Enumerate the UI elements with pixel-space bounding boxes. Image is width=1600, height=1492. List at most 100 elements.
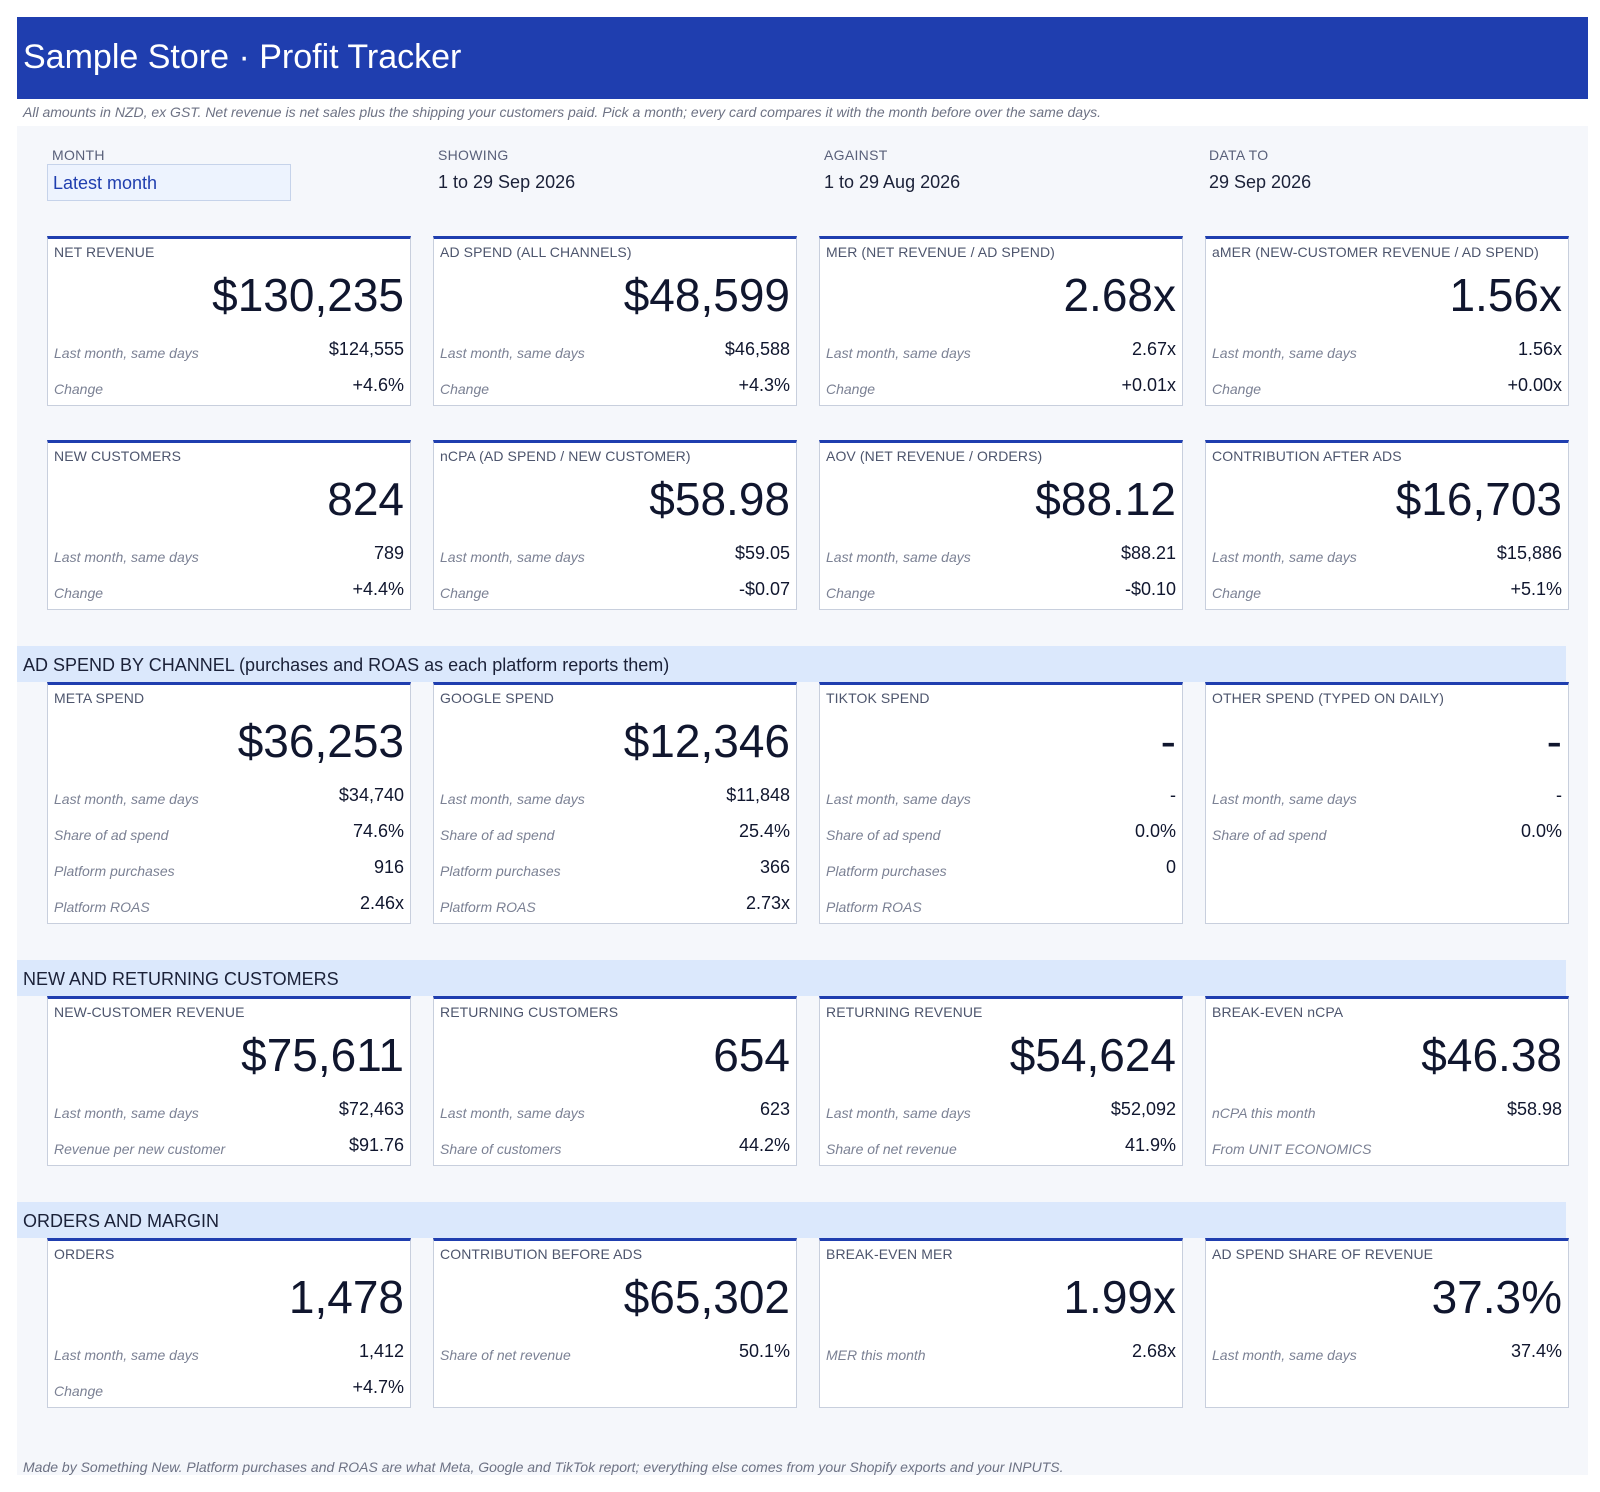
metric-row: Last month, same days 1,412 bbox=[54, 1341, 404, 1364]
metric-row-value: 2.73x bbox=[745, 893, 790, 913]
metric-value: - bbox=[1546, 715, 1562, 767]
metric-row-value: 623 bbox=[759, 1099, 790, 1119]
metric-row: Change +0.01x bbox=[826, 375, 1176, 398]
metric-row-label: Change bbox=[440, 381, 490, 397]
metric-row-label: Last month, same days bbox=[54, 1105, 199, 1121]
metric-card-ncpa-ad-spend-new-customer: nCPA (AD SPEND / NEW CUSTOMER) $58.98 Last… bbox=[433, 440, 797, 610]
metric-row-value: +4.6% bbox=[352, 375, 404, 395]
against-label: AGAINST bbox=[824, 147, 888, 163]
section-title: ORDERS AND MARGIN bbox=[23, 1211, 220, 1231]
metric-row-label: Last month, same days bbox=[826, 549, 971, 565]
header-bar: Sample Store · Profit Tracker bbox=[17, 17, 1588, 99]
metric-row-label: Platform purchases bbox=[826, 863, 947, 879]
metric-row: Platform ROAS bbox=[826, 894, 1176, 916]
metric-row: Last month, same days $46,588 bbox=[440, 339, 790, 362]
metric-row-label: Share of ad spend bbox=[1212, 827, 1327, 843]
metric-row: Change +0.00x bbox=[1212, 375, 1562, 398]
metric-row-label: Share of net revenue bbox=[440, 1347, 571, 1363]
metric-row-label: Last month, same days bbox=[826, 1105, 971, 1121]
metric-card-aov-net-revenue-orders: AOV (NET REVENUE / ORDERS) $88.12 Last mon… bbox=[819, 440, 1183, 610]
metric-row-value: +0.01x bbox=[1121, 375, 1176, 395]
metric-row-value: +5.1% bbox=[1510, 579, 1562, 599]
metric-value: $88.12 bbox=[1035, 473, 1176, 525]
metric-value: $54,624 bbox=[1009, 1029, 1176, 1081]
metric-row-label: Change bbox=[54, 585, 104, 601]
metric-label: AOV (NET REVENUE / ORDERS) bbox=[826, 448, 1043, 464]
metric-card-returning-revenue: RETURNING REVENUE $54,624 Last month, same… bbox=[819, 996, 1183, 1166]
metric-label: META SPEND bbox=[54, 690, 145, 706]
metric-row-label: Platform ROAS bbox=[54, 899, 150, 915]
metric-label: NEW CUSTOMERS bbox=[54, 448, 182, 464]
metric-row: Last month, same days $72,463 bbox=[54, 1099, 404, 1122]
month-select[interactable]: Latest month bbox=[47, 164, 291, 201]
metric-card-google-spend: GOOGLE SPEND $12,346 Last month, same days… bbox=[433, 682, 797, 924]
metric-row-label: Share of ad spend bbox=[826, 827, 941, 843]
metric-row: Last month, same days $15,886 bbox=[1212, 543, 1562, 566]
page-title: Sample Store · Profit Tracker bbox=[23, 38, 462, 76]
metric-row-label: Last month, same days bbox=[440, 549, 585, 565]
metric-row: Platform purchases 0 bbox=[826, 857, 1176, 880]
metric-value: 2.68x bbox=[1063, 269, 1176, 321]
metric-row-value: 74.6% bbox=[352, 821, 404, 841]
metric-row: MER this month 2.68x bbox=[826, 1341, 1176, 1364]
metric-label: AD SPEND (ALL CHANNELS) bbox=[440, 244, 632, 260]
against-value: 1 to 29 Aug 2026 bbox=[824, 172, 961, 192]
metric-row-label: Last month, same days bbox=[54, 1347, 199, 1363]
metric-row: Platform ROAS 2.73x bbox=[440, 893, 790, 916]
metric-row-label: Share of customers bbox=[440, 1141, 562, 1157]
metric-row-value: - bbox=[1170, 785, 1176, 805]
metric-card-contribution-after-ads: CONTRIBUTION AFTER ADS $16,703 Last month,… bbox=[1205, 440, 1569, 610]
metric-row-value: 37.4% bbox=[1510, 1341, 1562, 1361]
metric-row: Last month, same days $88.21 bbox=[826, 543, 1176, 566]
metric-value: 824 bbox=[327, 473, 404, 525]
metric-row: Platform ROAS 2.46x bbox=[54, 893, 404, 916]
metric-row: Last month, same days 2.67x bbox=[826, 339, 1176, 362]
metric-row-label: From UNIT ECONOMICS bbox=[1212, 1141, 1372, 1157]
metric-row-value: 0.0% bbox=[1134, 821, 1176, 841]
metric-row-value: 41.9% bbox=[1124, 1135, 1176, 1155]
metric-row-value: 1.56x bbox=[1517, 339, 1562, 359]
metric-row-label: Last month, same days bbox=[1212, 791, 1357, 807]
metric-row-value: $11,848 bbox=[726, 785, 790, 805]
metric-label: nCPA (AD SPEND / NEW CUSTOMER) bbox=[440, 448, 691, 464]
metric-row: Change +4.4% bbox=[54, 579, 404, 602]
metric-value: 654 bbox=[713, 1029, 790, 1081]
metric-row-label: Platform ROAS bbox=[826, 899, 922, 915]
metric-row: Change -$0.07 bbox=[440, 579, 790, 602]
metric-value: $16,703 bbox=[1395, 473, 1562, 525]
section-title: NEW AND RETURNING CUSTOMERS bbox=[23, 969, 339, 989]
metric-row-label: Last month, same days bbox=[440, 345, 585, 361]
metric-row-label: Change bbox=[1212, 585, 1262, 601]
metric-row-value: $124,555 bbox=[328, 339, 404, 359]
section-ad-spend: AD SPEND BY CHANNEL (purchases and ROAS … bbox=[17, 646, 1566, 682]
metric-row-label: Last month, same days bbox=[1212, 549, 1357, 565]
metric-row-value: 789 bbox=[373, 543, 404, 563]
metric-row: Share of ad spend 74.6% bbox=[54, 821, 404, 844]
metric-label: RETURNING CUSTOMERS bbox=[440, 1004, 619, 1020]
metric-row-label: Share of ad spend bbox=[440, 827, 555, 843]
metric-row: Last month, same days - bbox=[1212, 785, 1562, 808]
metric-card-net-revenue: NET REVENUE $130,235 Last month, same days… bbox=[47, 236, 411, 406]
metric-row-label: Last month, same days bbox=[826, 345, 971, 361]
metric-row: Change +4.3% bbox=[440, 375, 790, 398]
metric-row-value: $46,588 bbox=[724, 339, 790, 359]
metric-label: NEW-CUSTOMER REVENUE bbox=[54, 1004, 245, 1020]
metric-row: Share of net revenue 50.1% bbox=[440, 1341, 790, 1364]
metric-card-break-even-ncpa: BREAK-EVEN nCPA $46.38 nCPA this month $58.… bbox=[1205, 996, 1569, 1166]
metric-label: TIKTOK SPEND bbox=[826, 690, 930, 706]
metric-label: RETURNING REVENUE bbox=[826, 1004, 983, 1020]
metric-row-label: nCPA this month bbox=[1212, 1105, 1316, 1121]
metric-value: 37.3% bbox=[1431, 1271, 1562, 1323]
metric-row-value: +4.4% bbox=[352, 579, 404, 599]
metric-row-value: +0.00x bbox=[1507, 375, 1562, 395]
metric-row-value: 916 bbox=[373, 857, 404, 877]
metric-row: Revenue per new customer $91.76 bbox=[54, 1135, 404, 1158]
metric-row: Last month, same days - bbox=[826, 785, 1176, 808]
metric-row-value: 2.67x bbox=[1131, 339, 1176, 359]
metric-card-ad-spend-share-of-revenue: AD SPEND SHARE OF REVENUE 37.3% Last month… bbox=[1205, 1238, 1569, 1408]
metric-row-value: 2.46x bbox=[359, 893, 404, 913]
header-note: All amounts in NZD, ex GST. Net revenue … bbox=[23, 104, 1101, 120]
section-orders: ORDERS AND MARGIN bbox=[17, 1202, 1566, 1238]
metric-value: $58.98 bbox=[649, 473, 790, 525]
metric-card-other-spend-typed-on-daily: OTHER SPEND (TYPED ON DAILY) - Last month,… bbox=[1205, 682, 1569, 924]
